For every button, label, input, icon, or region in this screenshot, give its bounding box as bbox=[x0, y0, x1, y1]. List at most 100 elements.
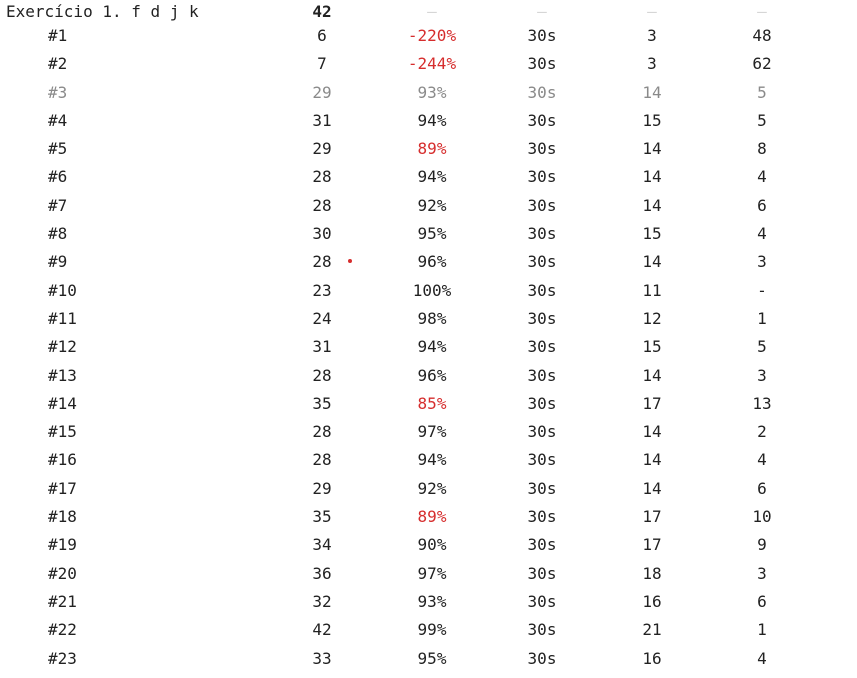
attempt-label: #13 bbox=[48, 365, 77, 385]
attempt-errors: 4 bbox=[757, 648, 767, 668]
attempt-row[interactable]: #16 28 94% 30s 14 4 bbox=[0, 448, 857, 476]
attempt-accuracy: 92% bbox=[417, 195, 447, 215]
attempt-time: 30s bbox=[527, 54, 557, 74]
attempt-words: 32 bbox=[312, 591, 332, 611]
attempt-wpm: 14 bbox=[642, 478, 662, 498]
attempt-row[interactable]: #3 29 93% 30s 14 5 bbox=[0, 81, 857, 109]
attempt-row[interactable]: #7 28 92% 30s 14 6 bbox=[0, 194, 857, 222]
attempt-accuracy: 95% bbox=[417, 648, 447, 668]
attempt-label: #23 bbox=[48, 648, 77, 668]
attempt-wpm: 21 bbox=[642, 620, 662, 640]
attempt-time: 30s bbox=[527, 139, 557, 159]
attempt-time: 30s bbox=[527, 450, 557, 470]
attempt-wpm: 14 bbox=[642, 139, 662, 159]
attempt-accuracy: 96% bbox=[417, 252, 447, 272]
attempt-time: 30s bbox=[527, 591, 557, 611]
attempt-row[interactable]: #2 7 -244% 30s 3 62 bbox=[0, 52, 857, 80]
attempt-words: 36 bbox=[312, 563, 332, 583]
exercise-wpm-placeholder: – bbox=[647, 2, 657, 21]
attempt-row[interactable]: #9 28 96% 30s 14 3 bbox=[0, 250, 857, 278]
attempt-time: 30s bbox=[527, 195, 557, 215]
attempt-time: 30s bbox=[527, 507, 557, 527]
attempt-words: 29 bbox=[312, 82, 332, 102]
attempt-errors: 5 bbox=[757, 82, 767, 102]
attempt-label: #18 bbox=[48, 507, 77, 527]
attempt-row[interactable]: #17 29 92% 30s 14 6 bbox=[0, 477, 857, 505]
attempt-row[interactable]: #18 35 89% 30s 17 10 bbox=[0, 505, 857, 533]
attempt-words: 28 bbox=[312, 252, 332, 272]
attempt-row[interactable]: #14 35 85% 30s 17 13 bbox=[0, 392, 857, 420]
attempt-accuracy: 96% bbox=[417, 365, 447, 385]
attempt-row[interactable]: #5 29 89% 30s 14 8 bbox=[0, 137, 857, 165]
attempt-wpm: 14 bbox=[642, 450, 662, 470]
attempt-wpm: 14 bbox=[642, 252, 662, 272]
attempt-wpm: 17 bbox=[642, 507, 662, 527]
attempt-errors: 6 bbox=[757, 195, 767, 215]
attempt-errors: 5 bbox=[757, 337, 767, 357]
attempt-label: #2 bbox=[48, 54, 68, 74]
attempt-words: 35 bbox=[312, 507, 332, 527]
attempt-words: 29 bbox=[312, 478, 332, 498]
attempt-wpm: 11 bbox=[642, 280, 662, 300]
attempt-time: 30s bbox=[527, 422, 557, 442]
attempt-accuracy: 89% bbox=[417, 139, 447, 159]
attempt-accuracy: 94% bbox=[417, 110, 447, 130]
attempt-label: #1 bbox=[48, 26, 68, 45]
exercise-errors-placeholder: – bbox=[757, 2, 767, 21]
attempt-accuracy: 89% bbox=[417, 507, 447, 527]
attempt-errors: 4 bbox=[757, 224, 767, 244]
attempt-label: #17 bbox=[48, 478, 77, 498]
attempt-row[interactable]: #6 28 94% 30s 14 4 bbox=[0, 165, 857, 193]
attempt-label: #22 bbox=[48, 620, 77, 640]
attempt-errors: - bbox=[757, 280, 767, 300]
attempt-errors: 10 bbox=[752, 507, 772, 527]
attempt-row[interactable]: #11 24 98% 30s 12 1 bbox=[0, 307, 857, 335]
attempt-errors: 2 bbox=[757, 422, 767, 442]
attempt-time: 30s bbox=[527, 280, 557, 300]
attempt-wpm: 14 bbox=[642, 365, 662, 385]
attempt-wpm: 15 bbox=[642, 224, 662, 244]
attempt-row[interactable]: #22 42 99% 30s 21 1 bbox=[0, 618, 857, 646]
exercise-accuracy-placeholder: – bbox=[427, 2, 437, 21]
attempt-words: 42 bbox=[312, 620, 332, 640]
attempt-accuracy: 93% bbox=[417, 591, 447, 611]
attempt-row[interactable]: #13 28 96% 30s 14 3 bbox=[0, 364, 857, 392]
exercise-header-row[interactable]: Exercício 1. f d j k 42 – – – – bbox=[0, 0, 857, 24]
attempt-time: 30s bbox=[527, 365, 557, 385]
attempt-accuracy: 100% bbox=[412, 280, 452, 300]
attempt-label: #8 bbox=[48, 224, 68, 244]
attempt-row[interactable]: #8 30 95% 30s 15 4 bbox=[0, 222, 857, 250]
attempt-accuracy: -220% bbox=[407, 26, 457, 45]
attempt-words: 6 bbox=[317, 26, 327, 45]
attempt-wpm: 14 bbox=[642, 82, 662, 102]
attempt-label: #10 bbox=[48, 280, 77, 300]
attempt-accuracy: 99% bbox=[417, 620, 447, 640]
attempt-errors: 1 bbox=[757, 620, 767, 640]
attempt-row[interactable]: #12 31 94% 30s 15 5 bbox=[0, 335, 857, 363]
attempt-time: 30s bbox=[527, 308, 557, 328]
attempt-label: #9 bbox=[48, 252, 68, 272]
attempt-label: #6 bbox=[48, 167, 68, 187]
attempt-errors: 1 bbox=[757, 308, 767, 328]
attempt-label: #21 bbox=[48, 591, 77, 611]
attempt-label: #11 bbox=[48, 308, 77, 328]
attempt-label: #16 bbox=[48, 450, 77, 470]
attempt-row[interactable]: #23 33 95% 30s 16 4 bbox=[0, 647, 857, 675]
attempt-time: 30s bbox=[527, 648, 557, 668]
attempt-wpm: 3 bbox=[647, 26, 657, 45]
attempt-row[interactable]: #15 28 97% 30s 14 2 bbox=[0, 420, 857, 448]
attempt-row[interactable]: #4 31 94% 30s 15 5 bbox=[0, 109, 857, 137]
attempt-row[interactable]: #21 32 93% 30s 16 6 bbox=[0, 590, 857, 618]
attempt-row[interactable]: #20 36 97% 30s 18 3 bbox=[0, 562, 857, 590]
attempt-time: 30s bbox=[527, 393, 557, 413]
attempt-words: 29 bbox=[312, 139, 332, 159]
attempt-row[interactable]: #19 34 90% 30s 17 9 bbox=[0, 533, 857, 561]
attempt-label: #12 bbox=[48, 337, 77, 357]
attempt-row[interactable]: #1 6 -220% 30s 3 48 bbox=[0, 24, 857, 52]
exercise-title: Exercício 1. f d j k bbox=[6, 2, 199, 21]
attempt-errors: 8 bbox=[757, 139, 767, 159]
attempt-wpm: 15 bbox=[642, 110, 662, 130]
attempt-errors: 6 bbox=[757, 478, 767, 498]
attempt-row[interactable]: #10 23 100% 30s 11 - bbox=[0, 279, 857, 307]
attempt-wpm: 14 bbox=[642, 195, 662, 215]
